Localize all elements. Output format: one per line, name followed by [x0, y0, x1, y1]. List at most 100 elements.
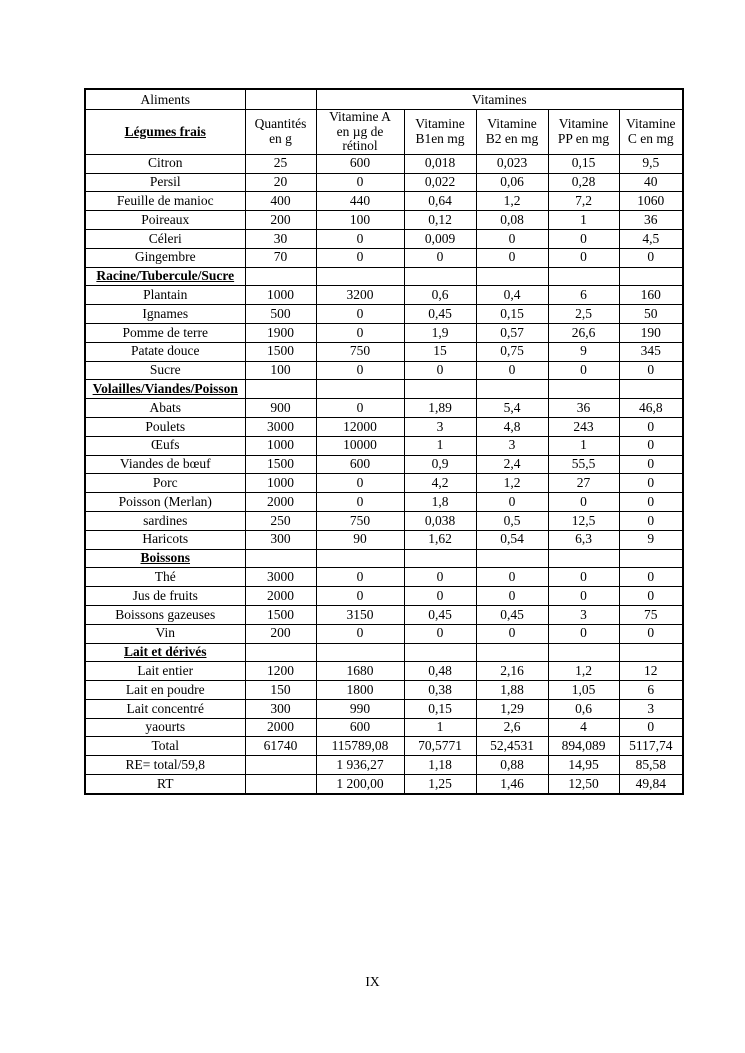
value-cell: 5,4	[475, 398, 549, 418]
value-cell	[618, 266, 684, 287]
value-cell: 0	[403, 623, 477, 644]
value-cell: 1,29	[475, 698, 549, 719]
value-cell: 1	[547, 435, 620, 456]
value-cell: 49,84	[618, 774, 684, 795]
value-cell: 0,75	[475, 341, 549, 362]
value-cell	[475, 266, 549, 287]
value-cell	[475, 642, 549, 663]
header-empty-cell	[244, 88, 317, 110]
value-cell: 1,18	[403, 755, 477, 776]
value-cell: 1800	[315, 680, 405, 700]
table-row: Poulets 3000 12000 3 4,8 243 0	[84, 416, 684, 437]
value-cell: 10000	[315, 435, 405, 456]
value-cell: 0	[547, 567, 620, 588]
value-cell: 1,9	[403, 322, 477, 343]
table-row: Abats 900 0 1,89 5,4 36 46,8	[84, 398, 684, 418]
value-cell: 0	[475, 228, 549, 249]
value-cell: 0	[475, 247, 549, 268]
row-label: Patate douce	[84, 341, 246, 362]
value-cell: 0,15	[403, 698, 477, 719]
value-cell: 100	[315, 210, 405, 230]
row-label: Lait en poudre	[84, 680, 246, 700]
value-cell: 0	[547, 586, 620, 606]
value-cell	[244, 755, 317, 776]
value-cell: 600	[315, 717, 405, 738]
value-cell	[315, 548, 405, 569]
value-cell: 52,4531	[475, 736, 549, 757]
value-cell: 0	[315, 586, 405, 606]
value-cell: 0	[618, 360, 684, 381]
value-cell: 27	[547, 473, 620, 494]
value-cell	[475, 379, 549, 400]
value-cell: 0	[618, 416, 684, 437]
value-cell: 3	[618, 698, 684, 719]
value-cell: 26,6	[547, 322, 620, 343]
value-cell: 0,54	[475, 529, 549, 550]
value-cell: 1	[403, 717, 477, 738]
value-cell: 0	[618, 567, 684, 588]
value-cell: 0	[403, 247, 477, 268]
value-cell: 1680	[315, 661, 405, 682]
value-cell: 1,88	[475, 680, 549, 700]
value-cell: 400	[244, 191, 317, 212]
value-cell: 90	[315, 529, 405, 550]
value-cell: 0,38	[403, 680, 477, 700]
value-cell: 70,5771	[403, 736, 477, 757]
value-cell: 0	[403, 586, 477, 606]
row-label: Total	[84, 736, 246, 757]
summary-row: RE= total/59,8 1 936,27 1,18 0,88 14,95 85,58	[84, 755, 684, 776]
value-cell: 0	[618, 454, 684, 475]
value-cell: 0,45	[403, 304, 477, 324]
value-cell: 0,9	[403, 454, 477, 475]
column-header-legumes-frais: Légumes frais	[84, 109, 246, 155]
value-cell: 750	[315, 341, 405, 362]
value-cell: 1,62	[403, 529, 477, 550]
value-cell: 1,46	[475, 774, 549, 795]
value-cell: 1,05	[547, 680, 620, 700]
summary-row: RT 1 200,00 1,25 1,46 12,50 49,84	[84, 774, 684, 795]
value-cell: 20	[244, 172, 317, 193]
value-cell: 14,95	[547, 755, 620, 776]
row-label: Poulets	[84, 416, 246, 437]
value-cell: 0,022	[403, 172, 477, 193]
value-cell: 0	[475, 586, 549, 606]
value-cell: 2000	[244, 717, 317, 738]
value-cell	[475, 548, 549, 569]
value-cell: 1900	[244, 322, 317, 343]
row-label: Jus de fruits	[84, 586, 246, 606]
value-cell: 2,6	[475, 717, 549, 738]
table-top-header-row: Aliments Vitamines	[84, 88, 684, 110]
value-cell: 0,08	[475, 210, 549, 230]
row-label: Feuille de manioc	[84, 191, 246, 212]
value-cell: 6,3	[547, 529, 620, 550]
value-cell: 0	[315, 172, 405, 193]
value-cell: 1,25	[403, 774, 477, 795]
table-row: Patate douce 1500 750 15 0,75 9 345	[84, 341, 684, 362]
value-cell: 3150	[315, 604, 405, 625]
table-row: Poisson (Merlan) 2000 0 1,8 0 0 0	[84, 492, 684, 512]
table-row: Lait concentré 300 990 0,15 1,29 0,6 3	[84, 698, 684, 719]
value-cell: 2,4	[475, 454, 549, 475]
value-cell	[547, 266, 620, 287]
table-row: Sucre 100 0 0 0 0 0	[84, 360, 684, 381]
value-cell: 0	[315, 492, 405, 512]
value-cell: 12,5	[547, 510, 620, 531]
table-row: Plantain 1000 3200 0,6 0,4 6 160	[84, 285, 684, 306]
table-row: Boissons gazeuses 1500 3150 0,45 0,45 3 75	[84, 604, 684, 625]
value-cell: 0	[547, 228, 620, 249]
row-label: Lait entier	[84, 661, 246, 682]
value-cell: 5117,74	[618, 736, 684, 757]
table-row: Viandes de bœuf 1500 600 0,9 2,4 55,5 0	[84, 454, 684, 475]
value-cell: 0,45	[475, 604, 549, 625]
value-cell: 0	[315, 623, 405, 644]
value-cell: 1500	[244, 454, 317, 475]
value-cell	[315, 266, 405, 287]
value-cell: 1060	[618, 191, 684, 212]
value-cell: 0,15	[475, 304, 549, 324]
value-cell: 1,2	[475, 473, 549, 494]
value-cell	[618, 379, 684, 400]
value-cell	[403, 548, 477, 569]
value-cell: 3	[547, 604, 620, 625]
value-cell: 0,45	[403, 604, 477, 625]
row-label: Viandes de bœuf	[84, 454, 246, 475]
